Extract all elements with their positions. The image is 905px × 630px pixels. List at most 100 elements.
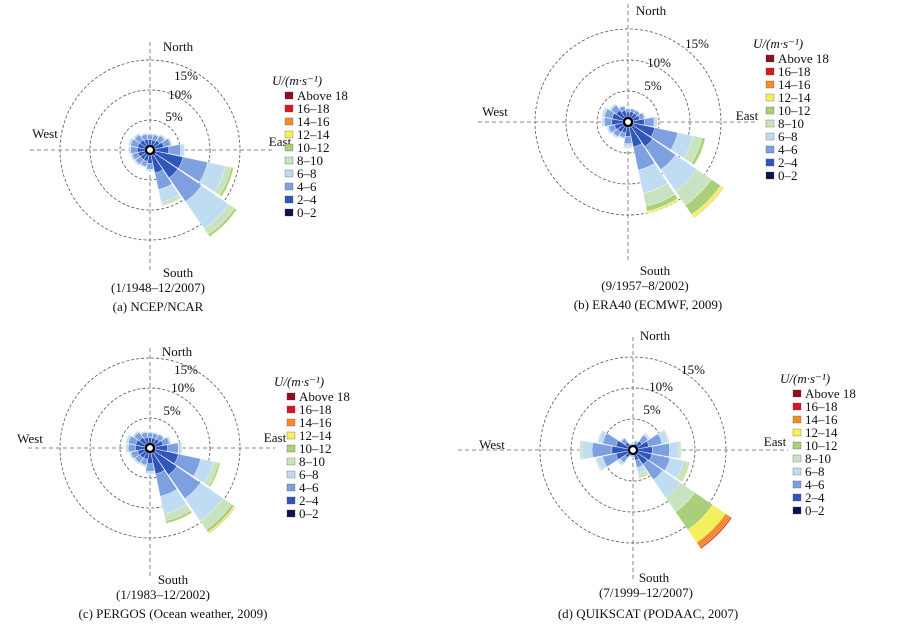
wedge-c-dir247.5-bin3 bbox=[129, 451, 134, 460]
ring-label-1: 5% bbox=[163, 403, 181, 418]
legend-swatch bbox=[286, 392, 296, 401]
legend-swatch bbox=[286, 470, 296, 479]
ring-label-3: 15% bbox=[174, 68, 198, 83]
west-label: West bbox=[479, 437, 505, 452]
south-label: South bbox=[639, 570, 670, 585]
legend-label: 2–4 bbox=[778, 155, 798, 170]
wedge-a-dir112.5-bin6 bbox=[221, 167, 235, 198]
legend-swatch bbox=[284, 156, 294, 165]
wedge-c-dir337.5-bin3 bbox=[140, 430, 147, 435]
legend-swatch bbox=[792, 389, 802, 398]
wedge-b-dir337.5-bin3 bbox=[618, 104, 625, 109]
wedge-c-dir292.5-bin4 bbox=[124, 433, 130, 444]
period-label: (7/1999–12/2007) bbox=[599, 585, 693, 600]
legend-label: 2–4 bbox=[299, 493, 319, 508]
legend-label: 8–10 bbox=[778, 116, 804, 131]
legend-swatch bbox=[792, 467, 802, 476]
legend-swatch bbox=[284, 130, 294, 139]
wedge-a-dir292.5-bin3 bbox=[127, 137, 134, 147]
legend-swatch bbox=[765, 80, 775, 89]
legend-swatch bbox=[792, 415, 802, 424]
wedge-b-dir45-bin3 bbox=[635, 109, 641, 115]
wedge-a-dir270-bin3 bbox=[128, 145, 132, 155]
legend-label: 16–18 bbox=[297, 101, 330, 116]
legend-label: 16–18 bbox=[778, 64, 811, 79]
wedge-d-dir112.5-bin6 bbox=[681, 461, 691, 483]
legend-title: U/(m·s⁻¹) bbox=[272, 73, 322, 88]
legend-label: 10–12 bbox=[805, 438, 838, 453]
wedge-b-dir135-bin7 bbox=[693, 187, 724, 218]
east-label: East bbox=[764, 434, 787, 449]
legend-label: 4–6 bbox=[297, 179, 317, 194]
legend-label: 10–12 bbox=[299, 441, 332, 456]
wedge-a-dir157.5-bin5 bbox=[161, 197, 182, 207]
wind-rose-panel-b: North South East West 5% 10% 15% (9/1957–8/2002… bbox=[478, 3, 829, 312]
panel-caption: (b) ERA40 (ECMWF, 2009) bbox=[574, 297, 722, 312]
legend-label: 2–4 bbox=[297, 192, 317, 207]
wedge-c-dir22.5-bin3 bbox=[152, 431, 160, 436]
panel-caption: (a) NCEP/NCAR bbox=[113, 299, 204, 314]
legend-label: 12–14 bbox=[299, 428, 332, 443]
wedge-a-dir67.5-bin3 bbox=[167, 137, 173, 146]
legend-label: 14–16 bbox=[778, 77, 811, 92]
legend-swatch bbox=[792, 480, 802, 489]
wedge-d-dir0-bin3 bbox=[631, 443, 635, 445]
wedge-a-dir180-bin3 bbox=[145, 168, 155, 172]
legend-swatch bbox=[765, 158, 775, 167]
ring-label-3: 15% bbox=[685, 36, 709, 51]
wedge-b-dir315-bin3 bbox=[609, 103, 617, 111]
west-label: West bbox=[482, 104, 508, 119]
legend-title: U/(m·s⁻¹) bbox=[753, 36, 803, 51]
legend-title: U/(m·s⁻¹) bbox=[274, 374, 324, 389]
legend-label: 4–6 bbox=[805, 477, 825, 492]
legend-label: Above 18 bbox=[778, 51, 829, 66]
wedge-c-dir157.5-bin6 bbox=[165, 512, 193, 525]
wedge-b-dir0-bin2 bbox=[625, 108, 631, 113]
wedge-c-dir45-bin3 bbox=[159, 433, 165, 439]
legend-swatch bbox=[286, 509, 296, 518]
legend-swatch bbox=[792, 454, 802, 463]
wedge-b-dir225-bin3 bbox=[611, 132, 618, 139]
legend-swatch bbox=[284, 208, 294, 217]
legend-label: 8–10 bbox=[299, 454, 325, 469]
wedge-b-dir157.5-bin6 bbox=[646, 198, 679, 214]
panel-caption: (d) QUIKSCAT (PODAAC, 2007) bbox=[558, 606, 738, 621]
wedge-b-dir180-bin4 bbox=[623, 146, 633, 149]
legend-label: 6–8 bbox=[299, 467, 319, 482]
legend-swatch bbox=[284, 169, 294, 178]
legend-label: 10–12 bbox=[778, 103, 811, 118]
wedge-c-dir135-bin7 bbox=[208, 506, 236, 534]
south-label: South bbox=[640, 263, 671, 278]
wedge-d-dir90-bin3 bbox=[668, 441, 680, 459]
wedge-c-dir202.5-bin3 bbox=[139, 462, 147, 468]
wedge-c-dir270-bin2 bbox=[128, 443, 136, 453]
legend-d: U/(m·s⁻¹)Above 1816–1814–1612–1410–128–1… bbox=[780, 371, 856, 518]
ring-label-1: 5% bbox=[643, 402, 661, 417]
wedge-d-dir270-bin5 bbox=[579, 440, 582, 460]
west-label: West bbox=[32, 126, 58, 141]
legend-label: 4–6 bbox=[299, 480, 319, 495]
wedge-b-dir270-bin2 bbox=[604, 117, 613, 127]
wedge-c-dir0-bin3 bbox=[146, 431, 154, 434]
legend-swatch bbox=[286, 457, 296, 466]
wedge-b-dir247.5-bin3 bbox=[606, 125, 612, 135]
legend-label: 6–8 bbox=[805, 464, 825, 479]
ring-label-2: 10% bbox=[171, 380, 195, 395]
wedge-b-dir90-bin3 bbox=[653, 116, 658, 128]
north-label: North bbox=[636, 3, 667, 18]
legend-swatch bbox=[792, 506, 802, 515]
legend-label: 10–12 bbox=[297, 140, 330, 155]
legend-label: 16–18 bbox=[299, 402, 332, 417]
wedge-a-dir315-bin3 bbox=[132, 132, 140, 140]
legend-label: 8–10 bbox=[805, 451, 831, 466]
east-label: East bbox=[264, 430, 287, 445]
legend-swatch bbox=[765, 67, 775, 76]
wedge-d-dir22.5-bin3 bbox=[634, 439, 639, 443]
north-label: North bbox=[163, 39, 194, 54]
panel-caption: (c) PERGOS (Ocean weather, 2009) bbox=[78, 606, 267, 621]
ring-label-2: 10% bbox=[168, 87, 192, 102]
legend-label: Above 18 bbox=[805, 386, 856, 401]
ring-label-2: 10% bbox=[647, 55, 671, 70]
ring-10-pct bbox=[89, 89, 211, 211]
wedge-a-dir90-bin2 bbox=[168, 144, 181, 156]
